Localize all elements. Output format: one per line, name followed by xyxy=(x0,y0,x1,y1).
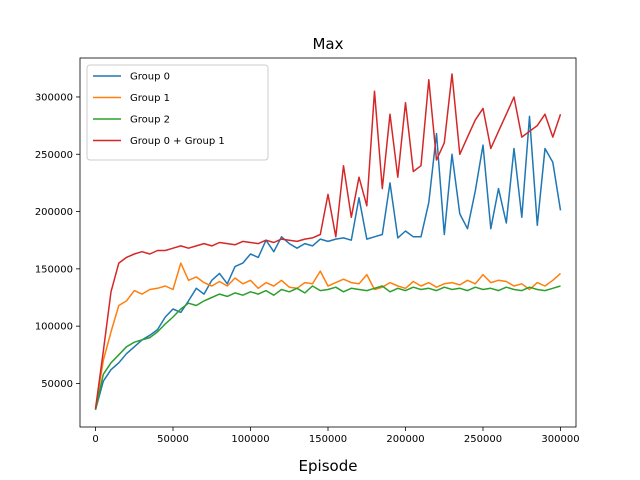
y-tick-label: 150000 xyxy=(35,264,73,275)
legend-label-0: Group 0 xyxy=(130,72,170,83)
legend: Group 0 Group 1 Group 2 Group 0 + Group 1 xyxy=(86,64,269,161)
y-tick-label: 100000 xyxy=(35,322,73,333)
legend-box xyxy=(86,64,269,161)
x-tick-label: 150000 xyxy=(309,434,347,445)
legend-label-3: Group 0 + Group 1 xyxy=(130,136,225,147)
series-line-2 xyxy=(94,285,561,410)
x-tick-label: 50000 xyxy=(157,434,189,445)
x-axis-title: Episode xyxy=(299,457,358,475)
series-line-3 xyxy=(94,73,562,409)
y-tick-label: 200000 xyxy=(35,207,73,218)
chart-title: Max xyxy=(312,35,343,53)
x-tick-label: 100000 xyxy=(231,434,269,445)
series-group xyxy=(94,73,562,410)
series-line-0 xyxy=(94,115,562,410)
legend-label-2: Group 2 xyxy=(130,115,170,126)
y-axis: 50000 100000 150000 200000 250000 300000 xyxy=(35,92,80,390)
x-tick-label: 200000 xyxy=(386,434,424,445)
series-line-1 xyxy=(94,262,562,409)
x-tick-label: 250000 xyxy=(464,434,502,445)
legend-label-1: Group 1 xyxy=(130,93,170,104)
x-axis: 0 50000 100000 150000 200000 250000 300000 xyxy=(92,427,580,445)
y-tick-label: 250000 xyxy=(35,150,73,161)
y-tick-label: 300000 xyxy=(35,92,73,103)
y-tick-label: 50000 xyxy=(41,379,73,390)
x-tick-label: 300000 xyxy=(541,434,579,445)
x-tick-label: 0 xyxy=(92,434,98,445)
